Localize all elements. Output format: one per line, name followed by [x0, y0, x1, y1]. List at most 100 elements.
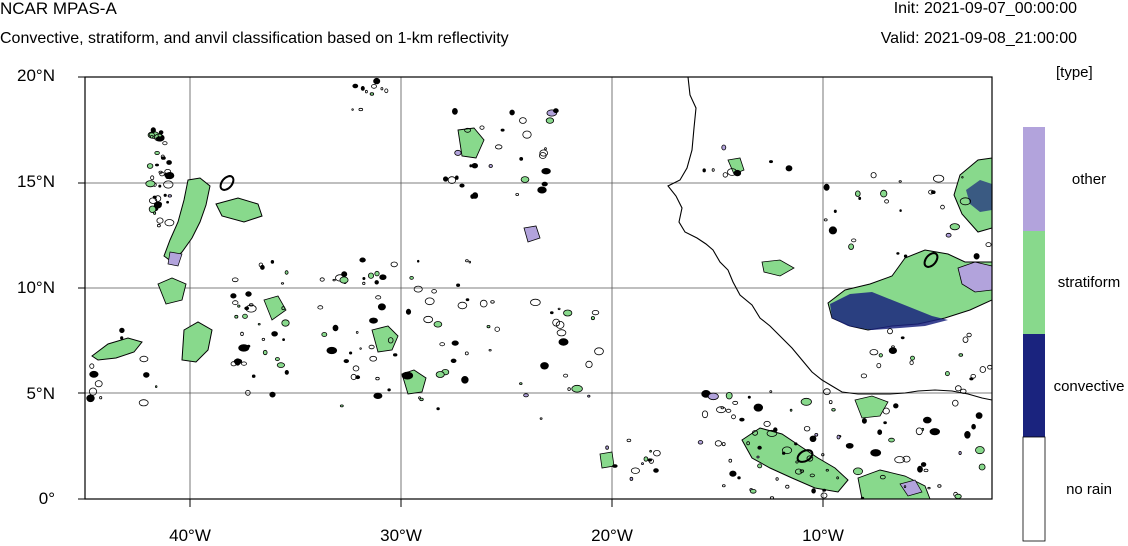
lon-label-10w: 10°W	[802, 526, 844, 545]
echo-cell	[380, 87, 384, 91]
echo-cell	[162, 141, 168, 146]
echo-cell	[433, 321, 443, 328]
echo-cell	[261, 337, 266, 341]
echo-cell	[539, 417, 543, 420]
echo-cell	[973, 253, 980, 260]
legend-swatch-stratiform	[1023, 231, 1045, 334]
echo-cell	[442, 176, 449, 182]
echo-cell	[166, 200, 170, 204]
echo-cell	[154, 133, 164, 142]
echo-cell	[230, 293, 237, 299]
echo-cell	[927, 486, 931, 490]
echo-cell	[880, 189, 888, 198]
scattered-echoes	[86, 77, 992, 499]
storm-complex-eastern	[827, 157, 992, 331]
echo-cell	[494, 326, 500, 332]
echo-cell	[234, 314, 239, 319]
echo-cell	[360, 86, 365, 91]
echo-cell	[746, 441, 750, 446]
echo-cell	[154, 150, 160, 155]
echo-cell	[362, 281, 366, 285]
echo-cell	[870, 449, 882, 457]
echo-cell	[707, 392, 719, 401]
echo-cell	[153, 201, 162, 209]
echo-cell	[488, 164, 493, 168]
echo-cell	[523, 393, 529, 398]
echo-cell	[355, 330, 359, 334]
echo-cell	[825, 468, 829, 472]
echo-cell	[811, 488, 816, 494]
echo-cell	[88, 387, 98, 396]
echo-cell	[594, 347, 604, 356]
echo-cell	[860, 373, 868, 379]
echo-cell	[643, 456, 649, 462]
echo-cell	[888, 347, 898, 355]
echo-cell	[828, 226, 838, 235]
echo-cell	[896, 252, 900, 255]
coastline-west-africa	[667, 77, 992, 401]
echo-cell	[869, 349, 879, 356]
echo-cell	[909, 360, 914, 366]
echo-cell	[351, 108, 354, 111]
echo-cell	[725, 392, 733, 400]
echo-cell	[763, 420, 771, 427]
echo-cell	[882, 407, 890, 415]
echo-cell	[435, 371, 445, 378]
echo-cell	[284, 369, 289, 375]
echo-cell	[352, 83, 359, 89]
echo-cell	[567, 387, 571, 391]
echo-cell	[585, 360, 593, 368]
echo-cell	[519, 156, 524, 161]
echo-cell	[978, 463, 986, 471]
echo-cell	[373, 77, 381, 85]
echo-cell	[823, 218, 828, 222]
echo-cell	[877, 429, 883, 436]
tick-marks	[78, 76, 824, 507]
echo-cell	[757, 445, 762, 450]
echo-cell	[557, 307, 561, 311]
echo-cell	[339, 404, 344, 408]
echo-cell	[262, 349, 268, 356]
echo-cell	[367, 272, 374, 279]
echo-cell	[515, 192, 519, 196]
echo-cell	[769, 496, 775, 499]
echo-cell	[785, 165, 793, 172]
echo-cell	[971, 423, 976, 430]
echo-cell	[820, 492, 828, 499]
echo-cell	[766, 429, 778, 437]
echo-cell	[332, 278, 336, 282]
echo-cell	[803, 426, 811, 432]
echo-cell	[605, 445, 609, 450]
echo-cell	[822, 488, 827, 492]
echo-cell	[952, 399, 959, 407]
echo-cell	[821, 453, 825, 457]
echo-cell	[930, 190, 936, 195]
echo-cell	[954, 493, 962, 499]
echo-cell	[932, 174, 945, 183]
echo-cell	[739, 417, 745, 422]
echo-cell	[146, 163, 154, 169]
echo-cell	[355, 375, 361, 380]
echo-cell	[368, 344, 375, 350]
echo-cell	[164, 219, 175, 227]
map-plot-area	[85, 77, 992, 499]
echo-cell	[728, 458, 733, 463]
echo-cell	[888, 437, 895, 443]
echo-cell	[251, 374, 256, 378]
echo-cell	[940, 204, 945, 210]
echo-cell	[845, 442, 854, 449]
echo-cell	[163, 193, 167, 197]
echo-cell	[163, 180, 174, 189]
echo-cell	[823, 183, 830, 191]
echo-cell	[419, 397, 424, 402]
echo-cell	[773, 427, 778, 433]
echo-cell	[769, 390, 773, 393]
echo-cell	[752, 430, 759, 436]
echo-cell	[519, 382, 523, 385]
echo-cell	[156, 223, 161, 228]
echo-cell	[232, 300, 239, 306]
echo-cell	[233, 358, 243, 365]
echo-cell	[949, 223, 960, 231]
echo-cell	[725, 408, 732, 413]
echo-cell	[893, 403, 899, 409]
